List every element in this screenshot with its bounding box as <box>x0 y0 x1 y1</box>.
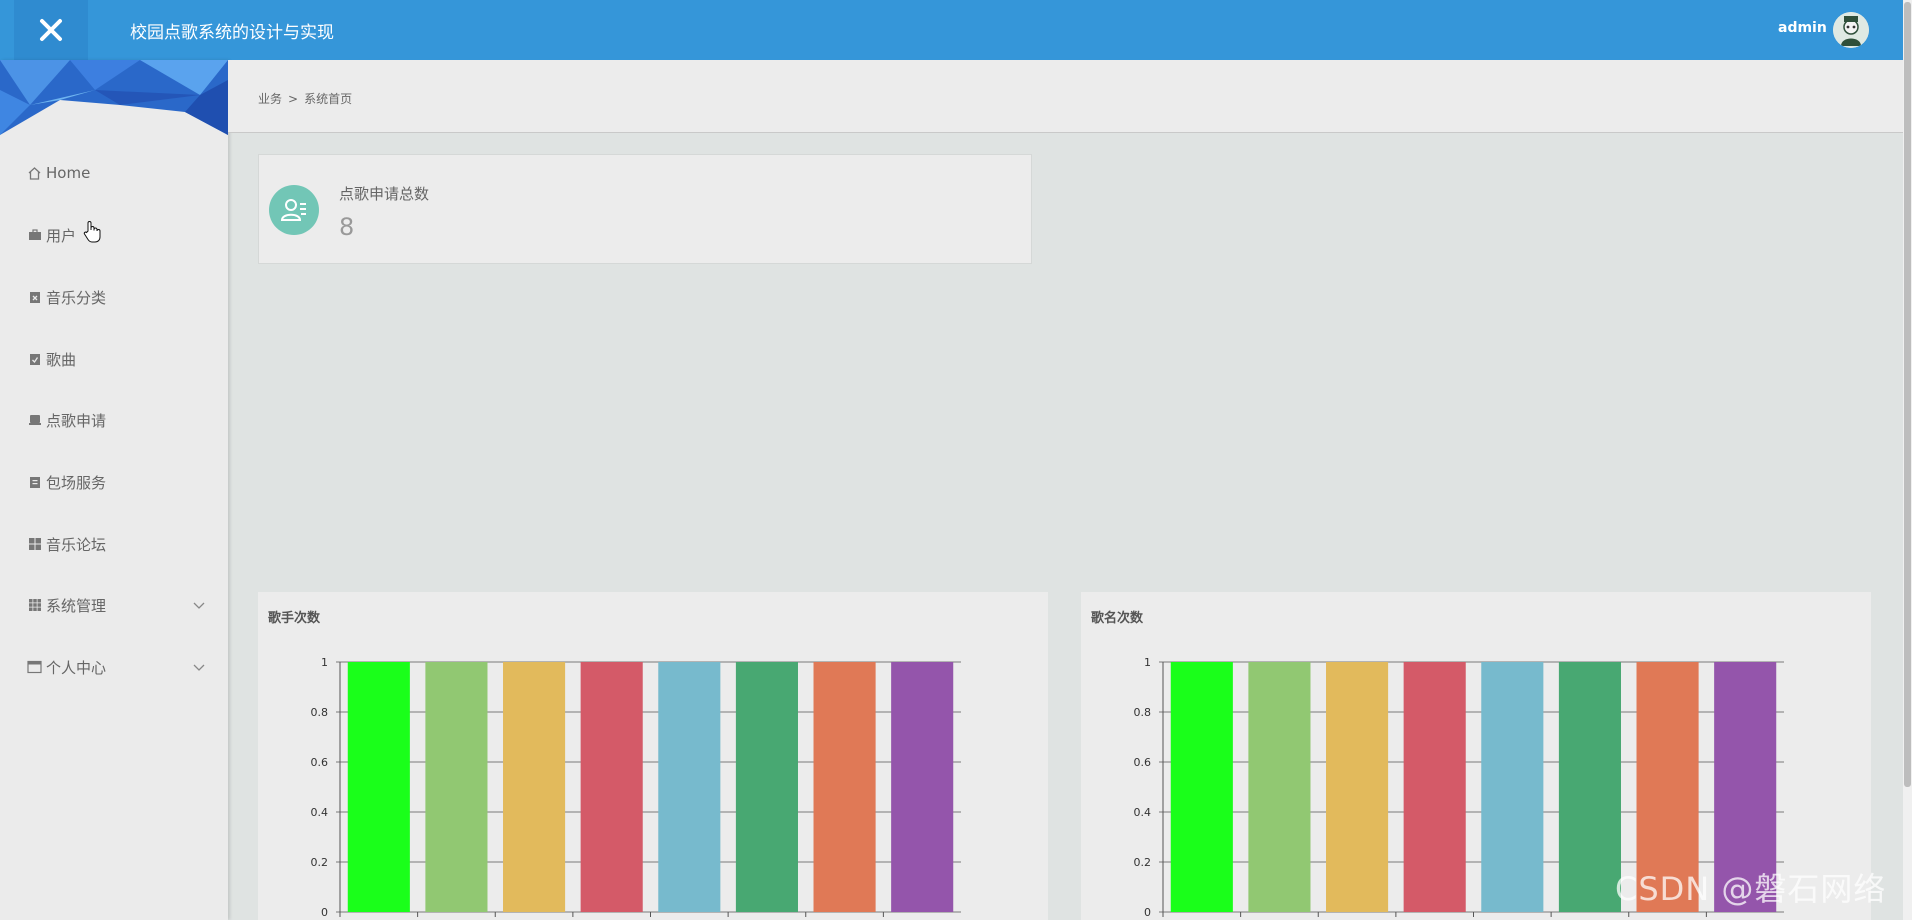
sidebar-item-personal-center[interactable]: 个人中心 <box>0 647 228 687</box>
stat-card: 点歌申请总数 8 <box>258 154 1032 264</box>
bar[interactable] <box>891 662 954 912</box>
y-tick-label: 0.6 <box>1134 756 1152 769</box>
clipboard-icon <box>27 475 42 490</box>
bar[interactable] <box>1248 662 1311 912</box>
sidebar-item-music-category[interactable]: 音乐分类 <box>0 277 228 317</box>
briefcase-icon <box>27 228 42 243</box>
y-tick-label: 0 <box>1144 906 1151 919</box>
y-tick-label: 0.4 <box>311 806 329 819</box>
sidebar-item-music-forum[interactable]: 音乐论坛 <box>0 524 228 564</box>
sidebar-item-label: Home <box>46 164 91 182</box>
sidebar-item-system-management[interactable]: 系统管理 <box>0 585 228 625</box>
sidebar-item-users[interactable]: 用户 <box>0 215 228 255</box>
clipboard-x-icon <box>27 290 42 305</box>
user-name[interactable]: admin <box>1778 20 1827 36</box>
app-title: 校园点歌系统的设计与实现 <box>130 23 334 43</box>
bar[interactable] <box>735 662 798 912</box>
avatar[interactable] <box>1833 12 1869 48</box>
y-tick-label: 0.8 <box>311 706 329 719</box>
top-bar: 校园点歌系统的设计与实现 admin <box>0 0 1903 60</box>
bar[interactable] <box>1558 662 1621 912</box>
chart-title: 歌名次数 <box>1091 611 1144 626</box>
bar[interactable] <box>1714 662 1777 912</box>
chevron-down-icon <box>193 664 205 671</box>
watermark: CSDN @磐石网络 <box>1615 870 1887 908</box>
bar[interactable] <box>1326 662 1389 912</box>
sidebar-item-label: 歌曲 <box>46 350 77 369</box>
clipboard-check-icon <box>27 352 42 367</box>
bar[interactable] <box>425 662 488 912</box>
chart-panel-song-name: 歌名次数 0 0.2 0.4 0.6 0.8 1 <box>1081 592 1871 920</box>
bar[interactable] <box>503 662 566 912</box>
sidebar-item-label: 个人中心 <box>46 658 107 677</box>
breadcrumb-item[interactable]: 业务 <box>258 92 283 106</box>
bar[interactable] <box>1170 662 1233 912</box>
home-icon <box>27 166 42 181</box>
sidebar-item-label: 点歌申请 <box>46 411 107 430</box>
chart-title: 歌手次数 <box>268 611 321 626</box>
bar[interactable] <box>1403 662 1466 912</box>
bar[interactable] <box>1481 662 1544 912</box>
chevron-down-icon <box>193 602 205 609</box>
sidebar: Home 用户 音乐分类 歌曲 点歌申请 包场服务 音乐论坛 <box>0 60 228 920</box>
sidebar-banner <box>0 60 228 135</box>
bar[interactable] <box>580 662 643 912</box>
grid-icon <box>27 537 42 552</box>
sidebar-item-songs[interactable]: 歌曲 <box>0 339 228 379</box>
stat-value: 8 <box>339 213 355 241</box>
close-icon <box>40 19 62 41</box>
breadcrumb-bar: 业务 > 系统首页 <box>228 60 1903 133</box>
page-scrollbar[interactable] <box>1903 0 1912 920</box>
y-tick-label: 0.2 <box>1134 856 1152 869</box>
sidebar-item-label: 音乐论坛 <box>46 535 107 554</box>
sidebar-item-song-request[interactable]: 点歌申请 <box>0 400 228 440</box>
breadcrumb-separator: > <box>288 92 299 106</box>
bar[interactable] <box>347 662 410 912</box>
y-tick-label: 0 <box>321 906 328 919</box>
stat-label: 点歌申请总数 <box>339 185 430 203</box>
sidebar-item-label: 系统管理 <box>46 596 107 615</box>
y-tick-label: 1 <box>1144 656 1151 669</box>
sidebar-item-label: 包场服务 <box>46 473 107 492</box>
breadcrumb-item-current: 系统首页 <box>304 92 353 106</box>
close-sidebar-button[interactable] <box>14 0 88 60</box>
user-list-icon <box>269 185 319 235</box>
laptop-icon <box>27 413 42 428</box>
breadcrumb: 业务 > 系统首页 <box>258 90 352 107</box>
window-icon <box>27 660 42 675</box>
bar[interactable] <box>1636 662 1699 912</box>
chart-panel-singer: 歌手次数 0 0.2 0.4 0.6 0.8 1 <box>258 592 1048 920</box>
chart-song-name-count: 0 0.2 0.4 0.6 0.8 1 <box>1134 656 1784 919</box>
scrollbar-thumb[interactable] <box>1904 2 1911 787</box>
y-tick-label: 0.2 <box>311 856 329 869</box>
y-tick-label: 1 <box>321 656 328 669</box>
y-tick-label: 0.6 <box>311 756 329 769</box>
grid-3x3-icon <box>27 598 42 613</box>
chart-singer-count: 0 0.2 0.4 0.6 0.8 1 <box>311 656 961 919</box>
y-tick-label: 0.8 <box>1134 706 1152 719</box>
bar[interactable] <box>813 662 876 912</box>
hand-cursor-icon <box>83 221 101 243</box>
sidebar-item-label: 用户 <box>46 226 77 245</box>
bar[interactable] <box>658 662 721 912</box>
y-tick-label: 0.4 <box>1134 806 1152 819</box>
sidebar-item-label: 音乐分类 <box>46 288 107 307</box>
sidebar-item-venue-service[interactable]: 包场服务 <box>0 462 228 502</box>
sidebar-item-home[interactable]: Home <box>0 153 228 193</box>
